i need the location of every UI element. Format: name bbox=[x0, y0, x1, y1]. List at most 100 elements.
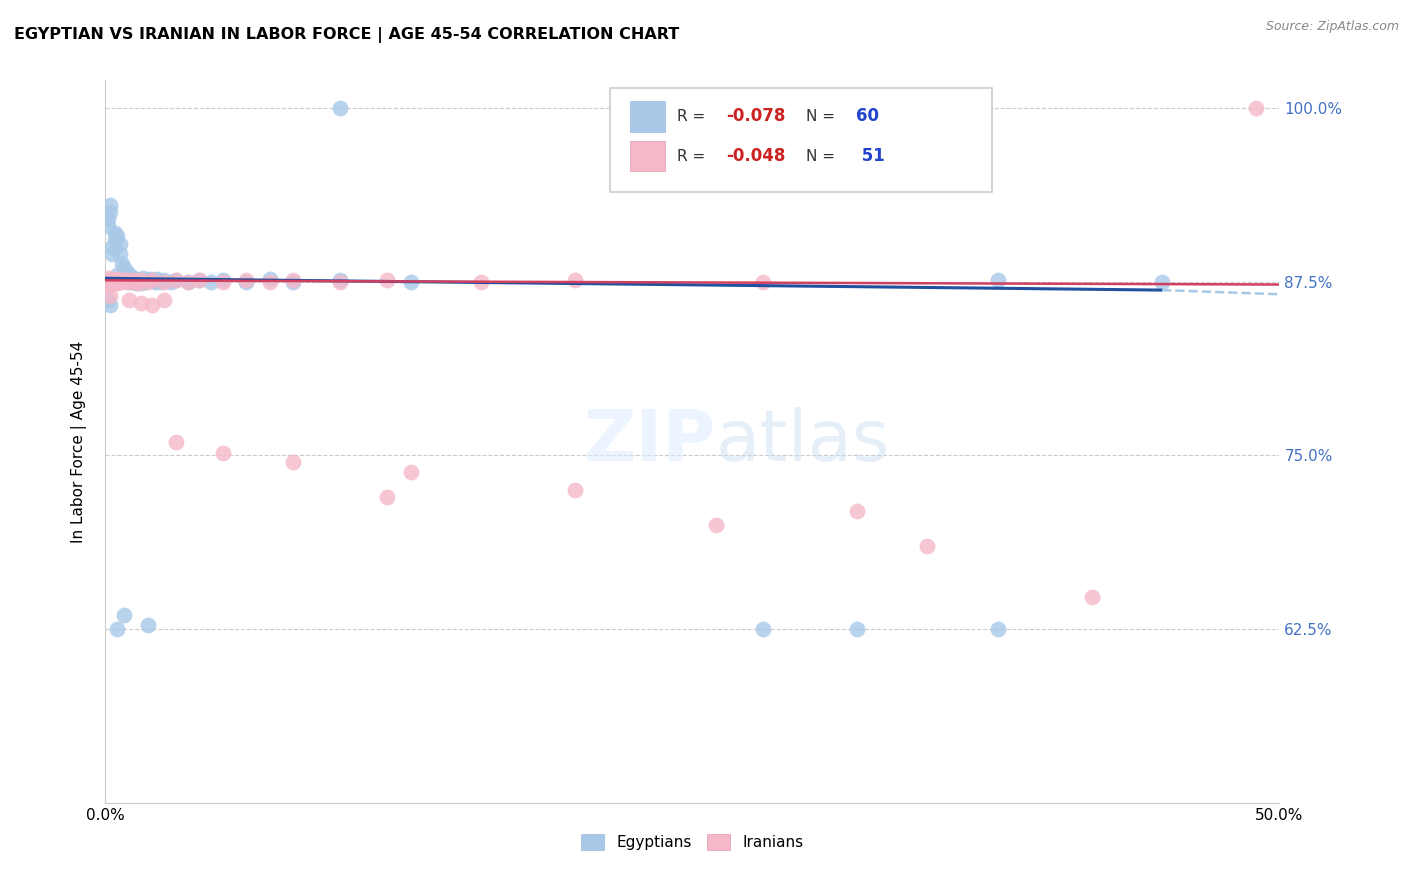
Point bbox=[211, 275, 233, 289]
Point bbox=[141, 273, 163, 287]
Point bbox=[104, 276, 127, 290]
Y-axis label: In Labor Force | Age 45-54: In Labor Force | Age 45-54 bbox=[70, 341, 87, 542]
Point bbox=[112, 273, 135, 287]
Point bbox=[375, 490, 398, 504]
Point bbox=[115, 265, 138, 279]
Point bbox=[97, 293, 120, 307]
Point bbox=[101, 247, 124, 261]
Text: -0.048: -0.048 bbox=[727, 147, 786, 165]
Point bbox=[283, 455, 305, 469]
Point bbox=[105, 272, 128, 286]
Point bbox=[101, 240, 124, 254]
Point bbox=[112, 608, 135, 623]
Point bbox=[97, 212, 120, 227]
Point bbox=[118, 293, 141, 307]
Point bbox=[111, 270, 134, 285]
Text: R =: R = bbox=[678, 149, 710, 163]
Point bbox=[752, 622, 775, 636]
Point bbox=[200, 275, 222, 289]
Point bbox=[211, 445, 233, 459]
Point bbox=[399, 275, 422, 289]
Point bbox=[176, 275, 198, 289]
Text: N =: N = bbox=[806, 149, 841, 163]
Point bbox=[104, 233, 127, 247]
Point bbox=[329, 273, 352, 287]
Point bbox=[146, 272, 169, 286]
Text: atlas: atlas bbox=[716, 407, 890, 476]
Point bbox=[120, 275, 142, 289]
Point bbox=[105, 268, 128, 282]
Point bbox=[165, 273, 187, 287]
Point bbox=[97, 270, 120, 285]
Point bbox=[98, 205, 121, 219]
Point bbox=[235, 273, 257, 287]
Point bbox=[104, 226, 127, 240]
Point bbox=[129, 276, 152, 290]
Point bbox=[129, 295, 152, 310]
Point bbox=[97, 219, 120, 234]
Point bbox=[111, 275, 134, 289]
Point bbox=[375, 273, 398, 287]
Point bbox=[188, 273, 211, 287]
Point bbox=[160, 275, 183, 289]
Point bbox=[98, 198, 121, 212]
Point bbox=[143, 275, 166, 289]
Point bbox=[125, 273, 148, 287]
Point bbox=[176, 275, 198, 289]
Text: R =: R = bbox=[678, 109, 710, 124]
Text: -0.078: -0.078 bbox=[727, 107, 786, 126]
Point bbox=[136, 618, 159, 632]
Point bbox=[141, 273, 163, 287]
Point bbox=[141, 298, 163, 312]
Point bbox=[470, 275, 492, 289]
Point bbox=[98, 288, 121, 302]
Point bbox=[283, 273, 305, 287]
Point bbox=[105, 228, 128, 243]
Point bbox=[129, 273, 152, 287]
Point bbox=[704, 517, 727, 532]
Point bbox=[1244, 101, 1267, 115]
Point bbox=[125, 276, 148, 290]
Text: Source: ZipAtlas.com: Source: ZipAtlas.com bbox=[1265, 20, 1399, 33]
Point bbox=[132, 270, 155, 285]
Point bbox=[987, 622, 1010, 636]
Point bbox=[125, 275, 148, 289]
Point bbox=[399, 465, 422, 479]
Point bbox=[104, 273, 127, 287]
Point bbox=[136, 273, 159, 287]
Point bbox=[1080, 590, 1102, 604]
Point bbox=[108, 247, 131, 261]
Point bbox=[259, 272, 281, 286]
Point bbox=[127, 276, 149, 290]
Text: EGYPTIAN VS IRANIAN IN LABOR FORCE | AGE 45-54 CORRELATION CHART: EGYPTIAN VS IRANIAN IN LABOR FORCE | AGE… bbox=[14, 27, 679, 43]
Point bbox=[108, 237, 131, 252]
Point bbox=[134, 275, 156, 289]
Point bbox=[329, 101, 352, 115]
Point bbox=[329, 275, 352, 289]
Point bbox=[165, 273, 187, 287]
Point bbox=[127, 273, 149, 287]
Point bbox=[118, 270, 141, 285]
Point bbox=[153, 275, 176, 289]
Point bbox=[97, 275, 120, 289]
Point bbox=[259, 275, 281, 289]
Point bbox=[98, 273, 121, 287]
Point bbox=[120, 273, 142, 287]
Point bbox=[139, 272, 162, 286]
Point bbox=[211, 273, 233, 287]
Point bbox=[845, 622, 868, 636]
Point bbox=[105, 622, 128, 636]
Point bbox=[153, 273, 176, 287]
Point bbox=[165, 434, 187, 449]
Point bbox=[112, 268, 135, 282]
Point bbox=[1150, 275, 1173, 289]
Point bbox=[987, 273, 1010, 287]
Bar bbox=[630, 101, 665, 132]
Point bbox=[564, 273, 586, 287]
Point bbox=[111, 257, 134, 271]
Point bbox=[101, 276, 124, 290]
Point bbox=[283, 275, 305, 289]
Bar bbox=[630, 141, 665, 171]
Point bbox=[118, 273, 141, 287]
Point bbox=[845, 504, 868, 518]
